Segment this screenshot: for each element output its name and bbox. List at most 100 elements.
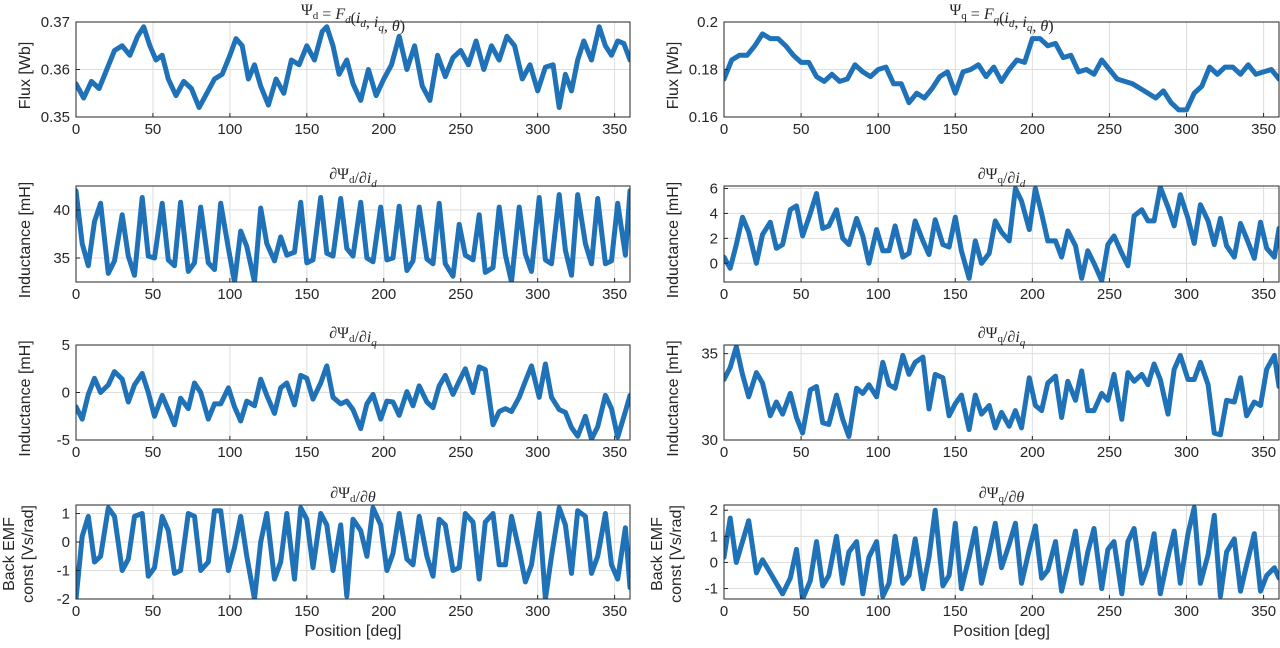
x-tick-label: 150 xyxy=(943,121,968,138)
x-tick-label: 100 xyxy=(866,603,891,620)
x-tick-label: 100 xyxy=(217,444,242,461)
subplot-title: Ψq = Fq(id, iq, θ) xyxy=(949,2,1053,35)
series-line-dpsid_diq xyxy=(76,361,630,440)
subplot-title: ∂Ψd/∂id xyxy=(329,166,377,190)
y-axis-label: Flux [Wb] xyxy=(17,42,34,110)
y-tick-label: 1 xyxy=(62,506,70,523)
y-tick-label: -2 xyxy=(57,591,70,608)
series-line-dpsid_did xyxy=(76,188,630,282)
subplot-title: ∂Ψq/∂iq xyxy=(978,325,1026,349)
x-tick-label: 200 xyxy=(1020,121,1045,138)
x-tick-label: 0 xyxy=(72,286,80,303)
x-tick-label: 150 xyxy=(294,286,319,303)
subplot-dpsid_dth: 0 50 100 150 200 250 300 350 -2 -1 0 1 ∂Ψd/∂θ Back EM… xyxy=(1,485,631,640)
subplot-dpsiq_did: 0 50 100 150 200 250 300 350 0 2 4 6 ∂Ψq/∂id Inductan… xyxy=(665,166,1280,303)
axes-frame xyxy=(75,504,631,600)
y-tick-label: 6 xyxy=(710,180,718,197)
series-line-dpsiq_did xyxy=(724,186,1279,282)
y-axis-label: Back EMF const [Vs/rad] xyxy=(649,505,685,603)
x-tick-label: 200 xyxy=(1020,444,1045,461)
y-tick-label: 0 xyxy=(62,534,70,551)
y-tick-label: 2 xyxy=(710,502,718,519)
series-line-dpsiq_dth xyxy=(724,505,1279,599)
subplot-psi_q: 0 50 100 150 200 250 300 350 0.16 0.18 0.2 Ψq = Fq(… xyxy=(665,2,1280,138)
x-tick-label: 350 xyxy=(1251,286,1276,303)
y-tick-label: -1 xyxy=(57,563,70,580)
x-tick-label: 200 xyxy=(371,444,396,461)
x-tick-label: 200 xyxy=(371,286,396,303)
x-tick-label: 50 xyxy=(793,603,810,620)
x-tick-label: 150 xyxy=(943,286,968,303)
x-tick-label: 250 xyxy=(448,121,473,138)
x-tick-label: 250 xyxy=(1097,286,1122,303)
y-tick-label: 0.16 xyxy=(689,109,718,126)
x-tick-label: 300 xyxy=(525,444,550,461)
x-tick-label: 350 xyxy=(602,286,627,303)
x-tick-label: 350 xyxy=(1251,121,1276,138)
x-tick-label: 100 xyxy=(217,603,242,620)
x-tick-label: 0 xyxy=(720,444,728,461)
x-tick-label: 50 xyxy=(145,444,162,461)
y-tick-label: 0 xyxy=(710,554,718,571)
subplot-dpsid_diq: 0 50 100 150 200 250 300 350-505∂Ψd/∂iqInductan… xyxy=(17,325,631,461)
axes-frame xyxy=(723,344,1280,441)
x-tick-label: 50 xyxy=(145,603,162,620)
x-tick-label: 350 xyxy=(1251,444,1276,461)
y-tick-label: 0.35 xyxy=(41,109,70,126)
x-tick-label: 50 xyxy=(793,286,810,303)
x-tick-label: 150 xyxy=(294,121,319,138)
y-tick-label: 5 xyxy=(62,337,70,354)
x-tick-label: 350 xyxy=(1251,603,1276,620)
x-axis-label: Position [deg] xyxy=(305,623,402,640)
subplot-title: ∂Ψd/∂θ xyxy=(330,485,376,506)
y-axis-label: Flux [Wb] xyxy=(665,42,682,110)
y-tick-label: 0 xyxy=(62,385,70,402)
y-tick-label: 35 xyxy=(701,346,718,363)
x-tick-label: 150 xyxy=(943,444,968,461)
x-tick-label: 300 xyxy=(1174,444,1199,461)
x-tick-label: 250 xyxy=(1097,603,1122,620)
axes-frame xyxy=(75,185,631,283)
axes-frame xyxy=(723,185,1280,283)
y-tick-label: 0.37 xyxy=(41,14,70,31)
x-tick-label: 150 xyxy=(294,603,319,620)
x-tick-label: 200 xyxy=(1020,286,1045,303)
x-tick-label: 300 xyxy=(1174,121,1199,138)
subplot-dpsiq_diq: 0 50 100 150 200 250 300 350 30 35 ∂Ψq/∂iq Inductan… xyxy=(665,325,1280,461)
subplot-title: ∂Ψd/∂iq xyxy=(329,325,377,349)
x-tick-label: 250 xyxy=(448,286,473,303)
x-tick-label: 0 xyxy=(720,603,728,620)
x-tick-label: 50 xyxy=(793,444,810,461)
y-tick-label: 0.2 xyxy=(697,14,718,31)
x-tick-label: 0 xyxy=(720,121,728,138)
x-tick-label: 100 xyxy=(866,286,891,303)
x-tick-label: 250 xyxy=(1097,444,1122,461)
x-tick-label: 300 xyxy=(525,121,550,138)
x-tick-label: 0 xyxy=(72,444,80,461)
x-tick-label: 50 xyxy=(145,286,162,303)
subplot-psi_d: 0 50 100 150 200 250 300 350 0.35 0.36 0.37 Ψd = Fd… xyxy=(17,2,631,138)
y-tick-label: 0 xyxy=(710,255,718,272)
x-tick-label: 0 xyxy=(72,121,80,138)
x-tick-label: 200 xyxy=(371,603,396,620)
y-tick-label: 4 xyxy=(710,205,718,222)
subplot-title: Ψd = Fd(id, iq, θ) xyxy=(301,2,405,35)
x-tick-label: 250 xyxy=(1097,121,1122,138)
x-axis-label: Position [deg] xyxy=(953,623,1050,640)
y-tick-label: -5 xyxy=(57,432,70,449)
x-tick-label: 200 xyxy=(1020,603,1045,620)
series-line-psi_q xyxy=(724,31,1279,113)
series-line-psi_d xyxy=(76,24,630,110)
y-tick-label: 30 xyxy=(701,432,718,449)
subplot-title: ∂Ψq/∂θ xyxy=(979,485,1025,506)
x-tick-label: 0 xyxy=(720,286,728,303)
x-tick-label: 350 xyxy=(602,444,627,461)
x-tick-label: 250 xyxy=(448,444,473,461)
x-tick-label: 350 xyxy=(602,121,627,138)
axes-frame xyxy=(723,504,1280,600)
series-line-dpsiq_diq xyxy=(724,345,1279,439)
subplot-title: ∂Ψq/∂id xyxy=(978,166,1026,190)
x-tick-label: 300 xyxy=(525,603,550,620)
x-tick-label: 300 xyxy=(1174,286,1199,303)
